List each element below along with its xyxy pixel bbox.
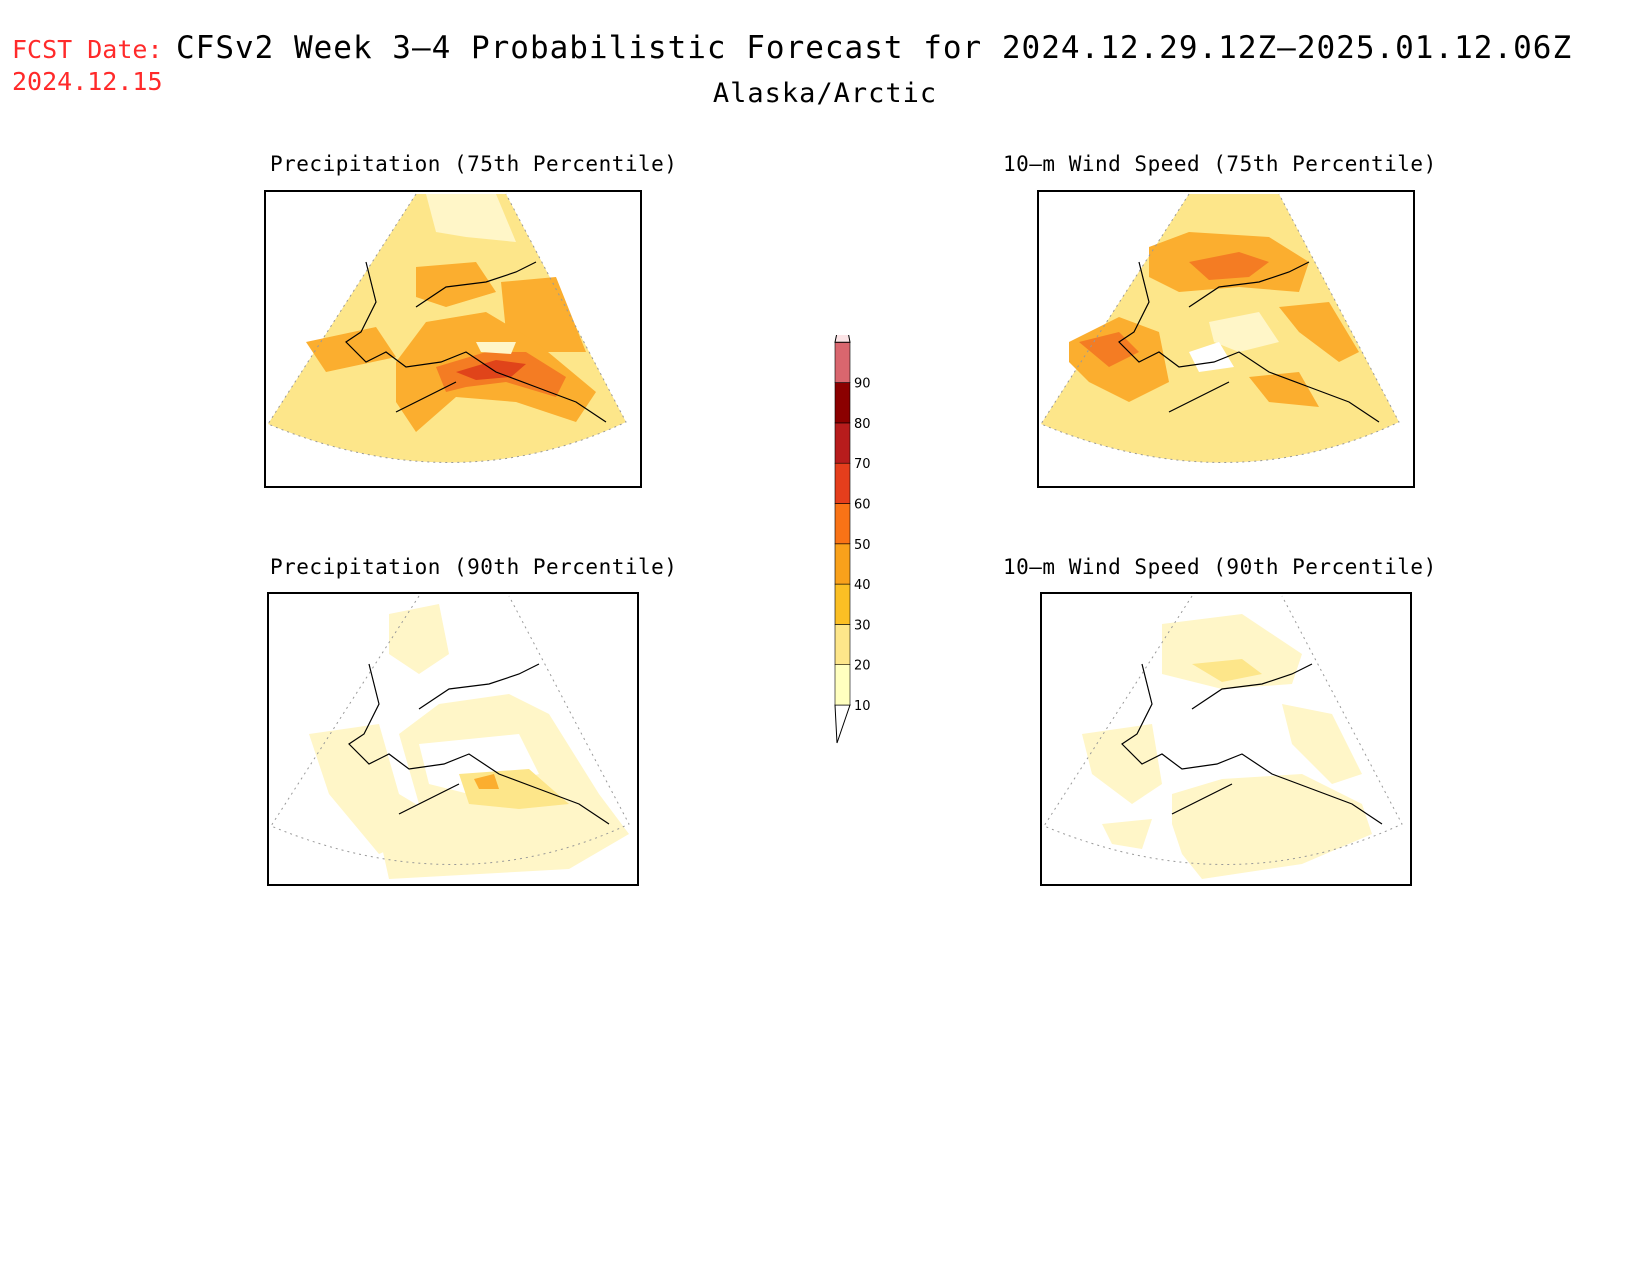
- colorbar-tick-label: 10: [854, 699, 871, 714]
- map-precip90: [270, 595, 630, 879]
- colorbar-tick-label: 40: [854, 578, 871, 593]
- map-wind90: [1043, 595, 1403, 879]
- figure-title: CFSv2 Week 3–4 Probabilistic Forecast fo…: [176, 30, 1573, 66]
- colorbar-box: [834, 624, 851, 665]
- panel-title-wind75: 10–m Wind Speed (75th Percentile): [1003, 152, 1437, 176]
- forecast-date-label: FCST Date:: [12, 35, 163, 64]
- colorbar-box: [834, 503, 851, 545]
- forecast-date-value: 2024.12.15: [12, 67, 163, 96]
- map-panel-wind75: [1037, 190, 1415, 488]
- colorbar-box: [834, 583, 851, 625]
- map-panel-precip75: [264, 190, 642, 488]
- colorbar-box: [834, 664, 851, 706]
- panel-title-precip75: Precipitation (75th Percentile): [270, 152, 678, 176]
- colorbar-box: [834, 543, 851, 585]
- colorbar-svg: 10 20 30 40 50 60 70 80 90: [834, 304, 871, 744]
- map-panel-precip90: [267, 592, 639, 886]
- colorbar-box: [834, 382, 851, 424]
- colorbar: 10 20 30 40 50 60 70 80 90: [815, 304, 885, 749]
- map-wind75: [1040, 193, 1400, 463]
- colorbar-box: [834, 462, 851, 504]
- colorbar-tick-label: 80: [854, 417, 871, 432]
- colorbar-tick-label: 60: [854, 498, 871, 513]
- colorbar-tick-label: 50: [854, 538, 871, 553]
- map-precip75: [267, 193, 627, 463]
- colorbar-tail-low: [834, 704, 851, 744]
- colorbar-box: [834, 342, 851, 383]
- forecast-date-block: FCST Date: 2024.12.15: [12, 34, 163, 98]
- region-subtitle: Alaska/Arctic: [712, 78, 938, 109]
- colorbar-tick-label: 90: [854, 377, 871, 392]
- colorbar-tick-label: 30: [854, 618, 871, 633]
- panel-title-wind90: 10–m Wind Speed (90th Percentile): [1003, 555, 1437, 579]
- colorbar-box: [834, 422, 851, 464]
- colorbar-tail-high: [834, 304, 851, 343]
- colorbar-tick-label: 20: [854, 659, 871, 674]
- panel-title-precip90: Precipitation (90th Percentile): [270, 555, 678, 579]
- map-panel-wind90: [1040, 592, 1412, 886]
- colorbar-tick-label: 70: [854, 457, 871, 472]
